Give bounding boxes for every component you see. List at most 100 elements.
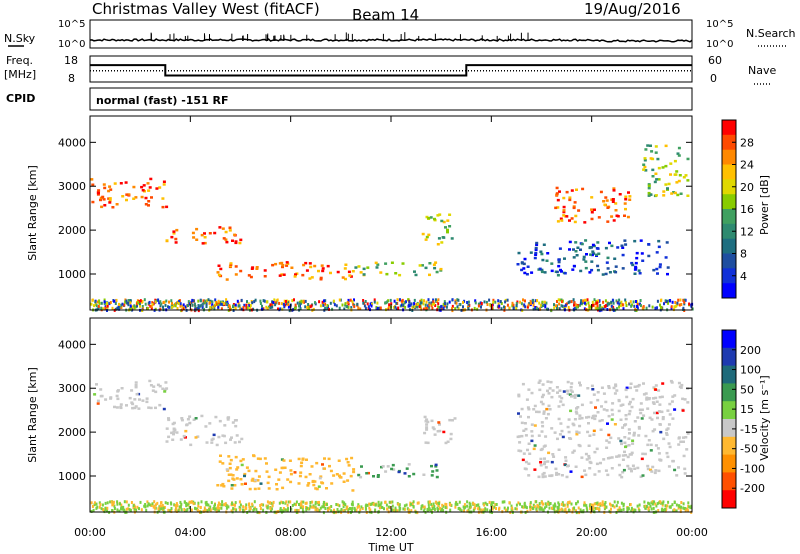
power-colorbar-tick-label: 20 [740, 181, 754, 194]
velocity-ground-cell [129, 508, 132, 512]
power-ground-cell [602, 307, 605, 311]
velocity-ground-cell [170, 502, 173, 506]
power-ground-cell [428, 301, 431, 305]
velocity-cell [99, 394, 103, 398]
velocity-ground-cell [554, 504, 557, 508]
velocity-ground-cell [530, 506, 533, 509]
power-ground-cell [260, 307, 263, 311]
power-ground-cell [390, 302, 393, 306]
velocity-cell [631, 397, 635, 401]
power-cell [568, 198, 572, 202]
power-cell [115, 203, 119, 206]
power-ground-cell [176, 307, 179, 310]
velocity-cell [151, 389, 155, 392]
velocity-colorbar-tick-label: 200 [740, 344, 761, 357]
velocity-cell [628, 400, 632, 404]
power-ground-cell [467, 307, 470, 310]
power-cell [424, 238, 428, 241]
power-cell [568, 240, 572, 244]
power-ground-cell [570, 300, 573, 304]
velocity-ground-cell [343, 509, 346, 512]
velocity-ground-cell [578, 511, 581, 515]
velocity-ground-cell [377, 500, 380, 504]
power-y-tick-label: 2000 [58, 224, 86, 237]
power-panel-frame [89, 115, 693, 311]
velocity-cell [629, 453, 633, 456]
power-ground-cell [610, 304, 613, 308]
velocity-ground-cell [330, 505, 333, 508]
velocity-ground-cell [610, 503, 613, 507]
power-cell [165, 205, 169, 209]
velocity-ground-cell [648, 502, 651, 506]
power-ground-cell [347, 298, 350, 302]
power-ground-cell [129, 299, 132, 303]
power-ground-cell [498, 304, 501, 308]
power-cell [543, 271, 547, 274]
velocity-ground-cell [166, 501, 169, 505]
velocity-ground-cell [403, 507, 406, 511]
velocity-cell [533, 468, 537, 471]
freq-label-bottom: [MHz] [4, 68, 36, 81]
power-ground-cell [587, 301, 590, 305]
velocity-ground-cell [391, 504, 394, 508]
power-cell [429, 216, 433, 219]
velocity-ground-cell [438, 502, 441, 505]
power-cell [641, 259, 645, 262]
power-ground-cell [173, 303, 176, 307]
velocity-cell [661, 382, 665, 385]
power-ground-cell [483, 300, 486, 304]
power-cell [142, 184, 146, 187]
velocity-ground-cell [472, 501, 475, 505]
velocity-cell [583, 469, 586, 472]
power-cell [590, 268, 594, 272]
power-ground-cell [353, 298, 355, 302]
velocity-cell [559, 400, 563, 403]
power-ground-cell [187, 300, 190, 304]
power-ground-cell [359, 307, 362, 311]
velocity-ground-cell [253, 500, 256, 504]
power-ground-cell [332, 299, 335, 303]
velocity-ground-cell [351, 503, 354, 507]
power-cell [529, 251, 533, 254]
power-cell [557, 264, 561, 268]
power-ground-cell [583, 307, 586, 311]
velocity-ground-cell [90, 501, 93, 505]
velocity-ground-cell [536, 503, 539, 507]
power-colorbar-tick-label: 12 [740, 225, 754, 238]
velocity-ground-cell [428, 508, 431, 512]
velocity-cell [433, 433, 437, 436]
velocity-heatmap [90, 379, 693, 515]
power-ground-cell [338, 298, 341, 302]
velocity-ground-cell [545, 504, 548, 508]
velocity-cell [546, 380, 550, 383]
power-y-label: Slant Range [km] [26, 165, 39, 261]
power-cell [191, 231, 195, 235]
velocity-cell [532, 408, 536, 411]
velocity-cell [525, 398, 529, 401]
velocity-cell [630, 469, 633, 473]
velocity-ground-cell [596, 501, 599, 505]
velocity-cell [403, 472, 407, 475]
power-cell [676, 152, 680, 155]
power-y-tick-label: 1000 [58, 268, 86, 281]
velocity-cell [551, 453, 555, 456]
velocity-cell [609, 436, 613, 440]
velocity-ground-cell [158, 508, 160, 512]
velocity-cell [154, 390, 158, 394]
power-cell [658, 263, 662, 266]
velocity-ground-cell [411, 502, 414, 505]
velocity-ground-cell [688, 505, 691, 509]
power-cell [379, 271, 383, 274]
velocity-ground-cell [643, 504, 646, 508]
velocity-cell [267, 487, 271, 490]
velocity-ground-cell [598, 508, 601, 512]
power-ground-cell [663, 302, 665, 306]
power-ground-cell [624, 301, 627, 304]
power-ground-cell [229, 306, 231, 310]
velocity-ground-cell [564, 507, 567, 511]
power-ground-cell [207, 298, 210, 302]
power-ground-cell [553, 303, 555, 307]
velocity-cell [533, 424, 537, 427]
power-cell [99, 198, 102, 202]
velocity-cell [623, 450, 626, 454]
